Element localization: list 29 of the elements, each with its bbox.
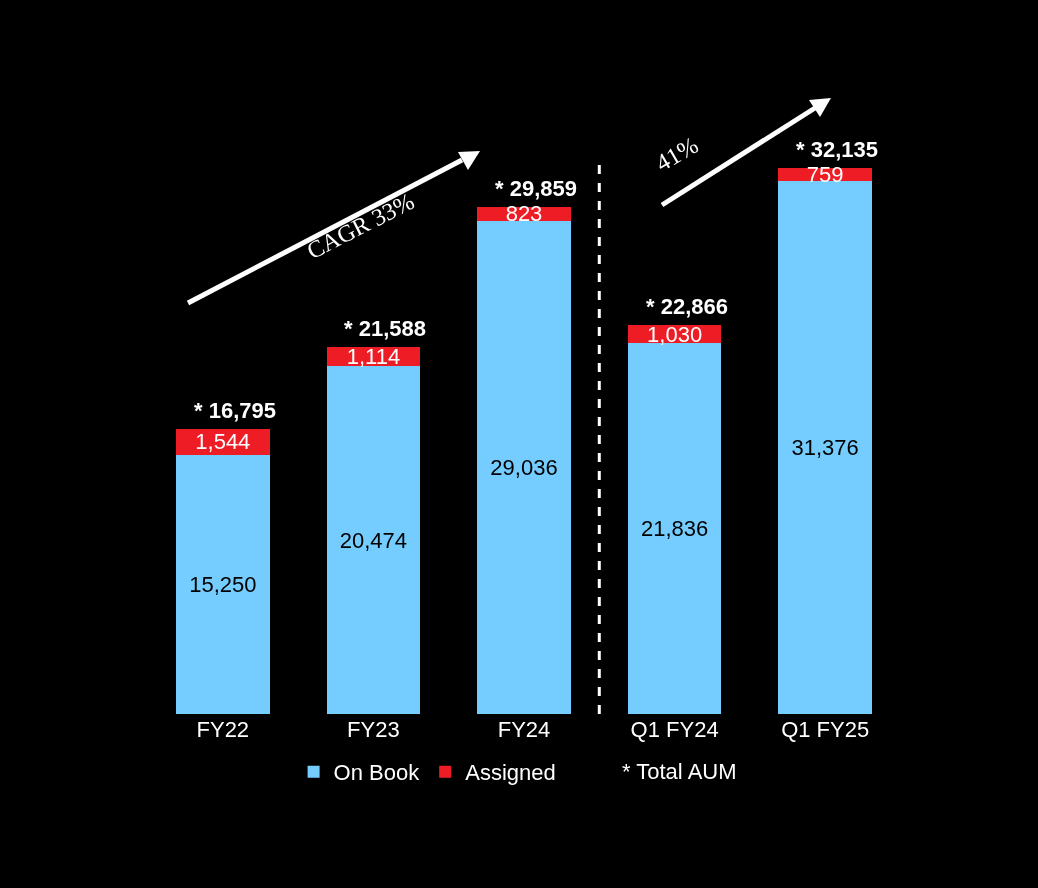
bar: [778, 180, 872, 714]
data-label: 15,250: [189, 571, 257, 597]
text: * Total AUM: [622, 759, 737, 784]
total-label: * 32,135: [796, 137, 878, 162]
data-label: 1,030: [647, 321, 703, 347]
bar: [176, 454, 270, 714]
data-label: 1,544: [195, 429, 251, 455]
x-tick-label: FY22: [196, 717, 250, 742]
x-tick-label: Q1 FY25: [781, 717, 870, 742]
bar: [326, 366, 421, 714]
data-label: 823: [505, 201, 543, 227]
annotation: 41%: [651, 131, 703, 177]
data-label: 29,036: [490, 454, 558, 480]
data-label: 20,474: [339, 527, 408, 553]
bar: [477, 220, 571, 714]
total-label: * 21,588: [344, 316, 426, 341]
total-label: * 16,795: [194, 398, 276, 423]
x-tick-label: FY23: [347, 717, 400, 742]
data-label: 759: [806, 161, 844, 187]
legend-label: On Book: [333, 760, 421, 786]
total-label: * 22,866: [646, 294, 728, 319]
data-label: 21,836: [640, 515, 709, 541]
data-label: 1,114: [346, 344, 401, 370]
data-label: 31,376: [791, 434, 859, 460]
legend-label: Assigned: [465, 760, 556, 786]
x-tick-label: FY24: [497, 717, 551, 742]
total-label: * 29,859: [495, 176, 577, 201]
annotation: CAGR 33%: [302, 187, 419, 265]
x-tick-label: Q1 FY24: [630, 717, 719, 742]
